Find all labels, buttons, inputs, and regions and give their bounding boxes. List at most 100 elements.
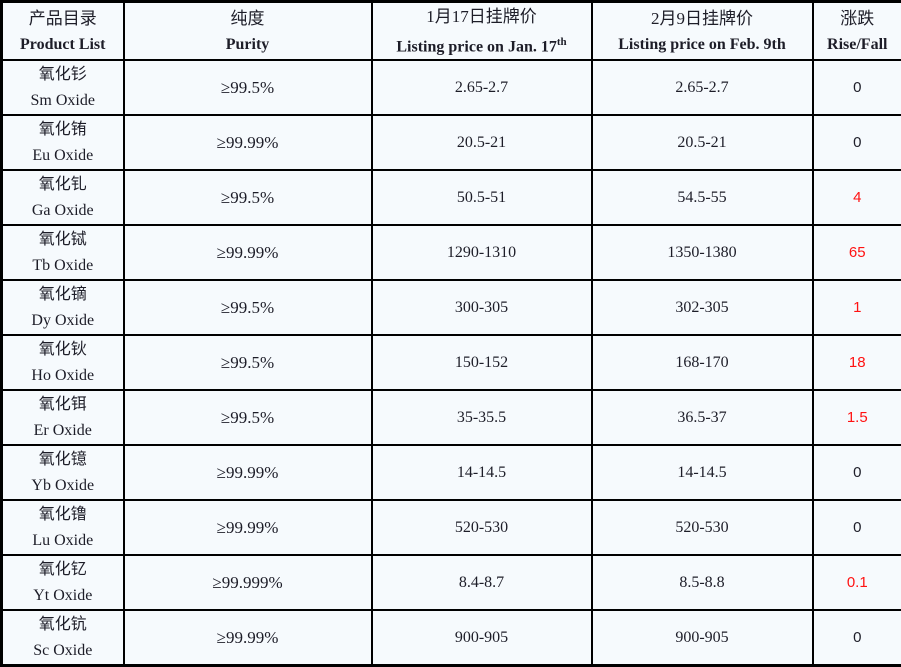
product-cell: 氧化钆 Ga Oxide [2, 170, 124, 225]
price-jan17-cell: 300-305 [372, 280, 592, 335]
table-row: 氧化钬 Ho Oxide ≥99.5% 150-152 168-170 18 [2, 335, 901, 390]
product-name-en: Yb Oxide [3, 473, 123, 498]
price-feb9-cell: 2.65-2.7 [592, 60, 813, 115]
product-name-zh: 氧化钬 [3, 337, 123, 363]
table-row: 氧化铕 Eu Oxide ≥99.99% 20.5-21 20.5-21 0 [2, 115, 901, 170]
header-price-feb9-en: Listing price on Feb. 9th [593, 32, 812, 57]
purity-cell: ≥99.999% [124, 555, 372, 610]
rise-fall-cell: 0 [813, 60, 901, 115]
header-price-jan17: 1月17日挂牌价 Listing price on Jan. 17th [372, 2, 592, 61]
price-jan17-cell: 20.5-21 [372, 115, 592, 170]
purity-cell: ≥99.5% [124, 170, 372, 225]
purity-cell: ≥99.99% [124, 610, 372, 665]
product-name-zh: 氧化钪 [3, 612, 123, 638]
price-feb9-cell: 168-170 [592, 335, 813, 390]
table-row: 氧化钆 Ga Oxide ≥99.5% 50.5-51 54.5-55 4 [2, 170, 901, 225]
purity-cell: ≥99.5% [124, 335, 372, 390]
table-row: 氧化镝 Dy Oxide ≥99.5% 300-305 302-305 1 [2, 280, 901, 335]
rise-fall-cell: 0 [813, 500, 901, 555]
header-product-list: 产品目录 Product List [2, 2, 124, 61]
rise-fall-cell: 0 [813, 445, 901, 500]
product-name-zh: 氧化钐 [3, 62, 123, 88]
price-feb9-cell: 8.5-8.8 [592, 555, 813, 610]
product-cell: 氧化镥 Lu Oxide [2, 500, 124, 555]
price-feb9-cell: 14-14.5 [592, 445, 813, 500]
product-name-en: Sc Oxide [3, 638, 123, 663]
product-name-zh: 氧化镥 [3, 502, 123, 528]
price-feb9-cell: 900-905 [592, 610, 813, 665]
product-cell: 氧化铕 Eu Oxide [2, 115, 124, 170]
rise-fall-cell: 1 [813, 280, 901, 335]
purity-cell: ≥99.99% [124, 115, 372, 170]
price-jan17-cell: 1290-1310 [372, 225, 592, 280]
table-row: 氧化钇 Yt Oxide ≥99.999% 8.4-8.7 8.5-8.8 0.… [2, 555, 901, 610]
product-name-en: Dy Oxide [3, 308, 123, 333]
product-name-zh: 氧化镱 [3, 447, 123, 473]
product-name-en: Yt Oxide [3, 583, 123, 608]
product-name-zh: 氧化钆 [3, 172, 123, 198]
purity-cell: ≥99.5% [124, 60, 372, 115]
rise-fall-cell: 4 [813, 170, 901, 225]
price-feb9-cell: 520-530 [592, 500, 813, 555]
table-row: 氧化铒 Er Oxide ≥99.5% 35-35.5 36.5-37 1.5 [2, 390, 901, 445]
rise-fall-cell: 0 [813, 115, 901, 170]
product-name-en: Ho Oxide [3, 363, 123, 388]
price-jan17-cell: 8.4-8.7 [372, 555, 592, 610]
header-price-jan17-zh: 1月17日挂牌价 [373, 3, 591, 30]
purity-cell: ≥99.99% [124, 445, 372, 500]
header-rise-fall-en: Rise/Fall [814, 32, 901, 57]
product-cell: 氧化铒 Er Oxide [2, 390, 124, 445]
product-name-zh: 氧化钇 [3, 557, 123, 583]
price-jan17-cell: 900-905 [372, 610, 592, 665]
header-purity: 纯度 Purity [124, 2, 372, 61]
product-name-en: Lu Oxide [3, 528, 123, 553]
header-price-jan17-en: Listing price on Jan. 17th [373, 30, 591, 59]
header-purity-en: Purity [125, 32, 371, 57]
ordinal-superscript: th [557, 36, 567, 48]
product-cell: 氧化钪 Sc Oxide [2, 610, 124, 665]
price-jan17-cell: 50.5-51 [372, 170, 592, 225]
price-feb9-cell: 36.5-37 [592, 390, 813, 445]
product-name-zh: 氧化铕 [3, 117, 123, 143]
table-row: 氧化镱 Yb Oxide ≥99.99% 14-14.5 14-14.5 0 [2, 445, 901, 500]
header-product-list-zh: 产品目录 [3, 5, 123, 32]
product-name-zh: 氧化铽 [3, 227, 123, 253]
price-jan17-cell: 14-14.5 [372, 445, 592, 500]
table-row: 氧化钐 Sm Oxide ≥99.5% 2.65-2.7 2.65-2.7 0 [2, 60, 901, 115]
header-price-feb9: 2月9日挂牌价 Listing price on Feb. 9th [592, 2, 813, 61]
rise-fall-cell: 0.1 [813, 555, 901, 610]
product-name-en: Sm Oxide [3, 88, 123, 113]
table-row: 氧化铽 Tb Oxide ≥99.99% 1290-1310 1350-1380… [2, 225, 901, 280]
product-cell: 氧化镝 Dy Oxide [2, 280, 124, 335]
product-name-en: Ga Oxide [3, 198, 123, 223]
purity-cell: ≥99.99% [124, 225, 372, 280]
product-name-zh: 氧化铒 [3, 392, 123, 418]
table-row: 氧化镥 Lu Oxide ≥99.99% 520-530 520-530 0 [2, 500, 901, 555]
price-jan17-cell: 520-530 [372, 500, 592, 555]
purity-cell: ≥99.5% [124, 390, 372, 445]
price-jan17-cell: 35-35.5 [372, 390, 592, 445]
product-name-en: Eu Oxide [3, 143, 123, 168]
price-feb9-cell: 1350-1380 [592, 225, 813, 280]
rise-fall-cell: 65 [813, 225, 901, 280]
purity-cell: ≥99.5% [124, 280, 372, 335]
product-cell: 氧化铽 Tb Oxide [2, 225, 124, 280]
product-name-en: Er Oxide [3, 418, 123, 443]
rise-fall-cell: 0 [813, 610, 901, 665]
price-feb9-cell: 54.5-55 [592, 170, 813, 225]
price-jan17-cell: 150-152 [372, 335, 592, 390]
header-product-list-en: Product List [3, 32, 123, 57]
rise-fall-cell: 1.5 [813, 390, 901, 445]
header-rise-fall: 涨跌 Rise/Fall [813, 2, 901, 61]
product-cell: 氧化镱 Yb Oxide [2, 445, 124, 500]
price-feb9-cell: 20.5-21 [592, 115, 813, 170]
purity-cell: ≥99.99% [124, 500, 372, 555]
header-purity-zh: 纯度 [125, 5, 371, 32]
header-row: 产品目录 Product List 纯度 Purity 1月17日挂牌价 Lis… [2, 2, 901, 61]
price-feb9-cell: 302-305 [592, 280, 813, 335]
rise-fall-cell: 18 [813, 335, 901, 390]
product-cell: 氧化钇 Yt Oxide [2, 555, 124, 610]
table-row: 氧化钪 Sc Oxide ≥99.99% 900-905 900-905 0 [2, 610, 901, 665]
product-cell: 氧化钐 Sm Oxide [2, 60, 124, 115]
